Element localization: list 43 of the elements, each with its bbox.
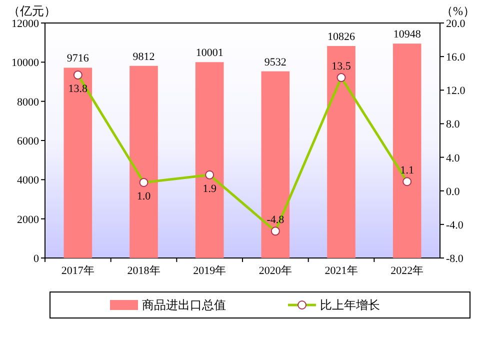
y-tick-label: 8000 bbox=[17, 96, 40, 108]
y-tick-label: 12000 bbox=[12, 18, 40, 30]
y2-tick-label: 12.0 bbox=[446, 85, 466, 98]
data-label: 10948 bbox=[393, 28, 422, 41]
y-axis-title: （亿元） bbox=[8, 4, 56, 18]
bar bbox=[392, 44, 422, 258]
y-tick-label: 2000 bbox=[17, 214, 40, 226]
y2-tick-label: 8.0 bbox=[446, 118, 460, 131]
y-tick-label: 4000 bbox=[17, 174, 40, 187]
data-label: 1.1 bbox=[400, 164, 414, 177]
data-label: 10001 bbox=[196, 47, 224, 60]
y2-axis-title: （%） bbox=[441, 4, 475, 18]
y2-tick-label: -8.0 bbox=[446, 253, 464, 265]
x-tick-label: 2020年 bbox=[258, 265, 292, 277]
bar bbox=[64, 68, 92, 258]
bar bbox=[130, 66, 158, 258]
legend-label: 商品进出口总值 bbox=[142, 298, 226, 312]
bar bbox=[261, 71, 290, 258]
bar bbox=[327, 46, 356, 258]
y-tick-label: 6000 bbox=[17, 136, 40, 148]
data-label: 9812 bbox=[132, 50, 155, 63]
x-tick-label: 2021年 bbox=[324, 265, 358, 277]
bar bbox=[195, 62, 224, 258]
y2-tick-label: -4.0 bbox=[446, 219, 464, 232]
data-label: 9532 bbox=[264, 56, 286, 68]
y2-tick-label: 0.0 bbox=[446, 186, 460, 198]
y2-tick-label: 16.0 bbox=[446, 52, 466, 64]
data-label: -4.8 bbox=[266, 214, 285, 226]
data-label: 1.0 bbox=[136, 190, 152, 202]
data-label: 13.8 bbox=[68, 83, 88, 96]
y-tick-label: 0 bbox=[34, 253, 40, 265]
y2-tick-label: 20.0 bbox=[446, 18, 466, 30]
data-label: 9716 bbox=[66, 52, 90, 65]
y2-tick-label: 4.0 bbox=[446, 152, 460, 164]
x-tick-label: 2019年 bbox=[193, 265, 226, 277]
data-label: 10826 bbox=[328, 30, 356, 43]
data-label: 1.9 bbox=[202, 182, 217, 195]
legend-label: 比上年增长 bbox=[320, 298, 380, 312]
y-tick-label: 10000 bbox=[12, 57, 40, 70]
x-tick-label: 2022年 bbox=[390, 265, 424, 277]
data-label: 13.5 bbox=[332, 60, 352, 73]
x-tick-label: 2017年 bbox=[61, 265, 94, 277]
x-tick-label: 2018年 bbox=[127, 265, 160, 277]
